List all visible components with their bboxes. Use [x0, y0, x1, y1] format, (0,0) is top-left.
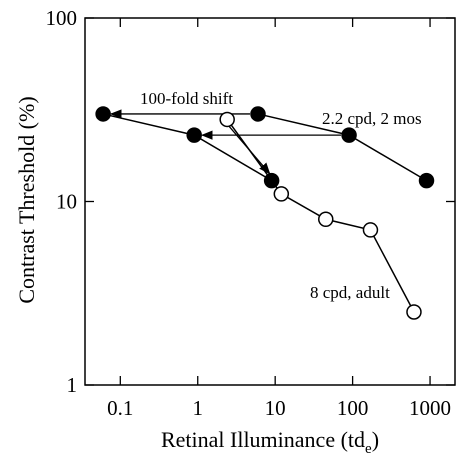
x-tick-label: 1000: [409, 396, 451, 420]
data-point: [219, 111, 235, 128]
x-label-main: Retinal Illuminance (td: [161, 427, 365, 452]
data-point: [362, 222, 379, 238]
annotation: 100-fold shift: [140, 89, 233, 108]
data-point: [418, 172, 435, 189]
data-point: [341, 127, 357, 143]
x-label-sub: e: [365, 441, 372, 455]
series-label: 2.2 cpd, 2 mos: [322, 109, 422, 128]
series-label: 8 cpd, adult: [310, 283, 390, 302]
y-tick-label: 1: [67, 373, 78, 397]
y-tick-label: 100: [46, 6, 78, 30]
data-point: [318, 211, 334, 228]
data-point: [186, 127, 202, 143]
x-label-end: ): [372, 427, 379, 452]
x-tick-label: 1: [192, 396, 203, 420]
data-point: [250, 106, 266, 122]
data-point: [406, 304, 422, 320]
x-tick-label: 10: [265, 396, 286, 420]
x-tick-label: 0.1: [107, 396, 133, 420]
y-tick-label: 10: [56, 190, 77, 214]
x-tick-label: 100: [337, 396, 369, 420]
data-point: [273, 186, 290, 202]
plot-frame: [84, 17, 456, 386]
y-axis-label: Contrast Threshold (%): [14, 96, 39, 303]
x-axis-label: Retinal Illuminance (tde): [161, 427, 379, 455]
data-point: [95, 106, 111, 122]
